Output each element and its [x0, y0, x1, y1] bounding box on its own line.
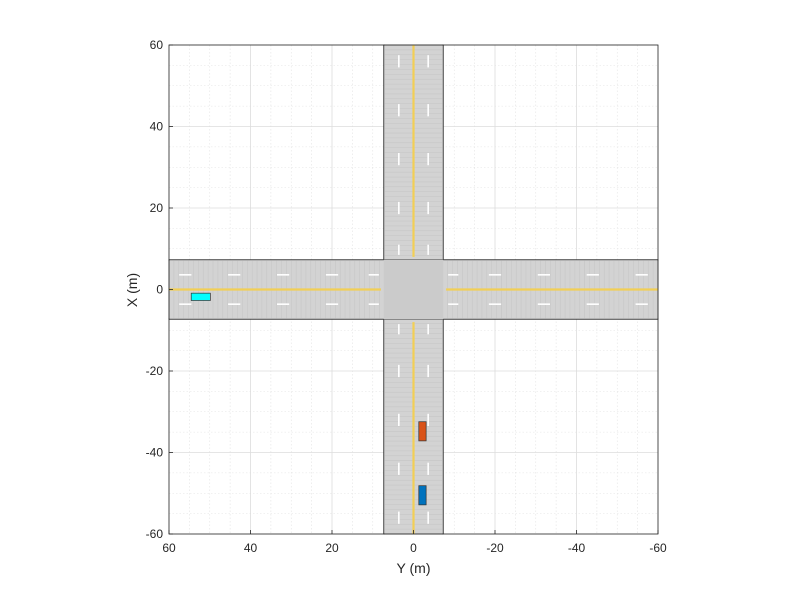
- vehicle-cyan: [190, 292, 211, 301]
- x-tick-label: -40: [568, 541, 586, 555]
- road-network: [168, 44, 659, 535]
- y-tick-label: 60: [150, 38, 164, 52]
- y-tick-label: -40: [146, 446, 164, 460]
- x-tick-label: -20: [486, 541, 504, 555]
- x-tick-label: -60: [649, 541, 667, 555]
- y-tick-label: 40: [150, 120, 164, 134]
- y-tick-label: 0: [156, 283, 163, 297]
- y-tick-label: -60: [146, 527, 164, 541]
- x-axis-label: Y (m): [397, 560, 431, 576]
- vehicle-blue: [418, 485, 427, 506]
- x-tick-label: 0: [410, 541, 417, 555]
- vehicle-orange: [418, 421, 427, 442]
- x-tick-label: 40: [244, 541, 258, 555]
- intersection: [383, 259, 444, 320]
- x-tick-label: 20: [325, 541, 339, 555]
- x-tick-label: 60: [162, 541, 176, 555]
- y-axis-label: X (m): [124, 273, 140, 307]
- y-tick-label: 20: [150, 201, 164, 215]
- vehicles: [190, 292, 427, 506]
- y-tick-label: -20: [146, 364, 164, 378]
